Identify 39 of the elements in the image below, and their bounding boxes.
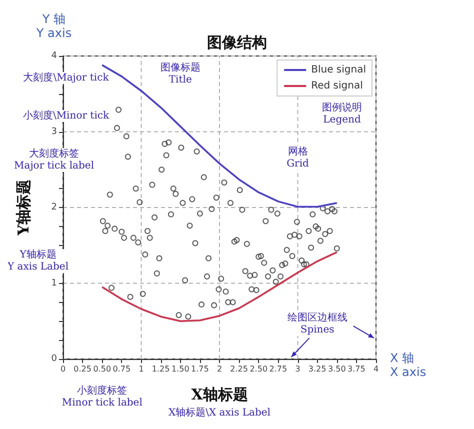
line-series xyxy=(101,251,338,322)
chart-title: 图像结构 xyxy=(207,34,267,52)
y-axis-title: Y轴标题 xyxy=(14,180,32,236)
x-tick-label: 0.50 xyxy=(93,364,112,374)
x-tick-label: 2.75 xyxy=(269,364,288,374)
text: X轴标题\X axis Label xyxy=(168,406,271,418)
x-tick-label: 1.50 xyxy=(171,364,190,374)
annotation: 网格 Grid xyxy=(286,145,310,170)
y-tick-label: 2 xyxy=(51,202,57,212)
y-tick-label: 3 xyxy=(51,126,57,137)
text: Y 轴 Y axis xyxy=(35,12,72,40)
annotation: 大刻度标签 Major tick label xyxy=(14,148,94,172)
annotation: 绘图区边框线 Spines xyxy=(287,312,348,336)
x-tick-label: 3.50 xyxy=(328,364,346,374)
x-tick-label: 3 xyxy=(295,364,300,374)
annotation: 大刻度\Major tick xyxy=(23,72,110,84)
x-tick-label: 3.25 xyxy=(308,364,326,374)
x-tick-label: 1.25 xyxy=(152,364,170,374)
annotation: 小刻度\Minor tick xyxy=(22,110,110,122)
text: 小刻度标签 Minor tick label xyxy=(62,384,142,408)
x-tick-label: 2.50 xyxy=(250,364,268,374)
x-tick-label: 3.75 xyxy=(348,364,366,374)
x-tick-label: 1.75 xyxy=(191,364,209,374)
legend-label: Red signal xyxy=(311,80,363,92)
x-tick-label: 2.25 xyxy=(230,364,248,374)
x-tick-label: 2 xyxy=(216,364,222,374)
x-tick-label: 0 xyxy=(60,364,66,374)
x-tick-label: 4 xyxy=(373,364,379,374)
y-tick-label: 0 xyxy=(51,354,58,364)
x-axis-title: X轴标题 xyxy=(191,386,248,404)
x-tick-label: 1 xyxy=(138,364,144,374)
annotation: 图像标题 Title xyxy=(160,62,200,86)
x-tick-label: 0.25 xyxy=(74,364,92,374)
legend-label: Blue signal xyxy=(311,64,366,76)
x-tick-label: 0.75 xyxy=(112,364,131,374)
y-tick-label: 4 xyxy=(51,51,58,61)
y-tick-label: 1 xyxy=(51,278,57,288)
text: X 轴 X axis xyxy=(390,351,426,379)
annotation: 图例说明 Legend xyxy=(322,102,362,126)
